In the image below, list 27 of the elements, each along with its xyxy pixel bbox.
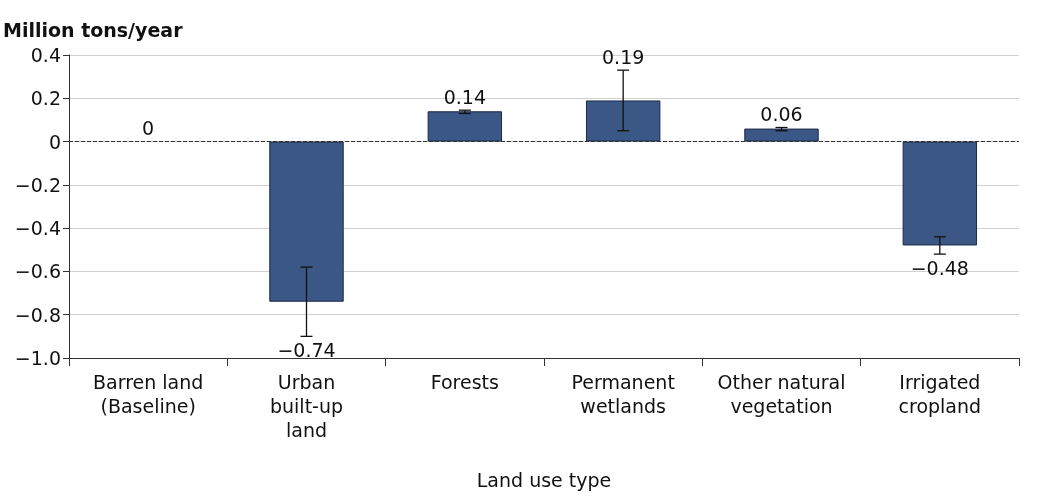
x-tick-label: Other natural vegetation [717,371,846,417]
data-label: −0.74 [277,338,336,361]
data-label: 0.06 [760,103,803,125]
data-label: 0.14 [443,85,486,108]
x-tick-label: Urban built-up land [269,371,344,441]
y-tick-label: 0.4 [30,44,61,66]
y-tick-label: −0.8 [14,303,61,326]
y-tick-label: 0 [48,130,61,153]
x-tick-label: Forests [430,371,499,393]
y-tick-label: −0.6 [14,260,61,283]
y-axis-title: Million tons/year [3,18,184,41]
bar [427,111,503,142]
x-tick-label: Barren land (Baseline) [92,371,204,417]
x-axis-title: Land use type [476,468,612,491]
bar [269,141,344,302]
y-tick-label: −1.0 [14,347,61,369]
x-tick-label: Irrigated cropland [898,371,982,417]
bar [744,128,819,142]
data-label: 0.19 [602,45,645,68]
y-tick-label: −0.4 [14,217,61,240]
y-tick-label: −0.2 [14,173,61,196]
y-tick-label: 0.2 [30,87,61,110]
bar [902,141,978,246]
bar [585,100,661,142]
x-tick-label: Permanent wetlands [571,371,675,417]
data-label: −0.48 [910,256,969,279]
data-label: 0 [142,117,155,140]
